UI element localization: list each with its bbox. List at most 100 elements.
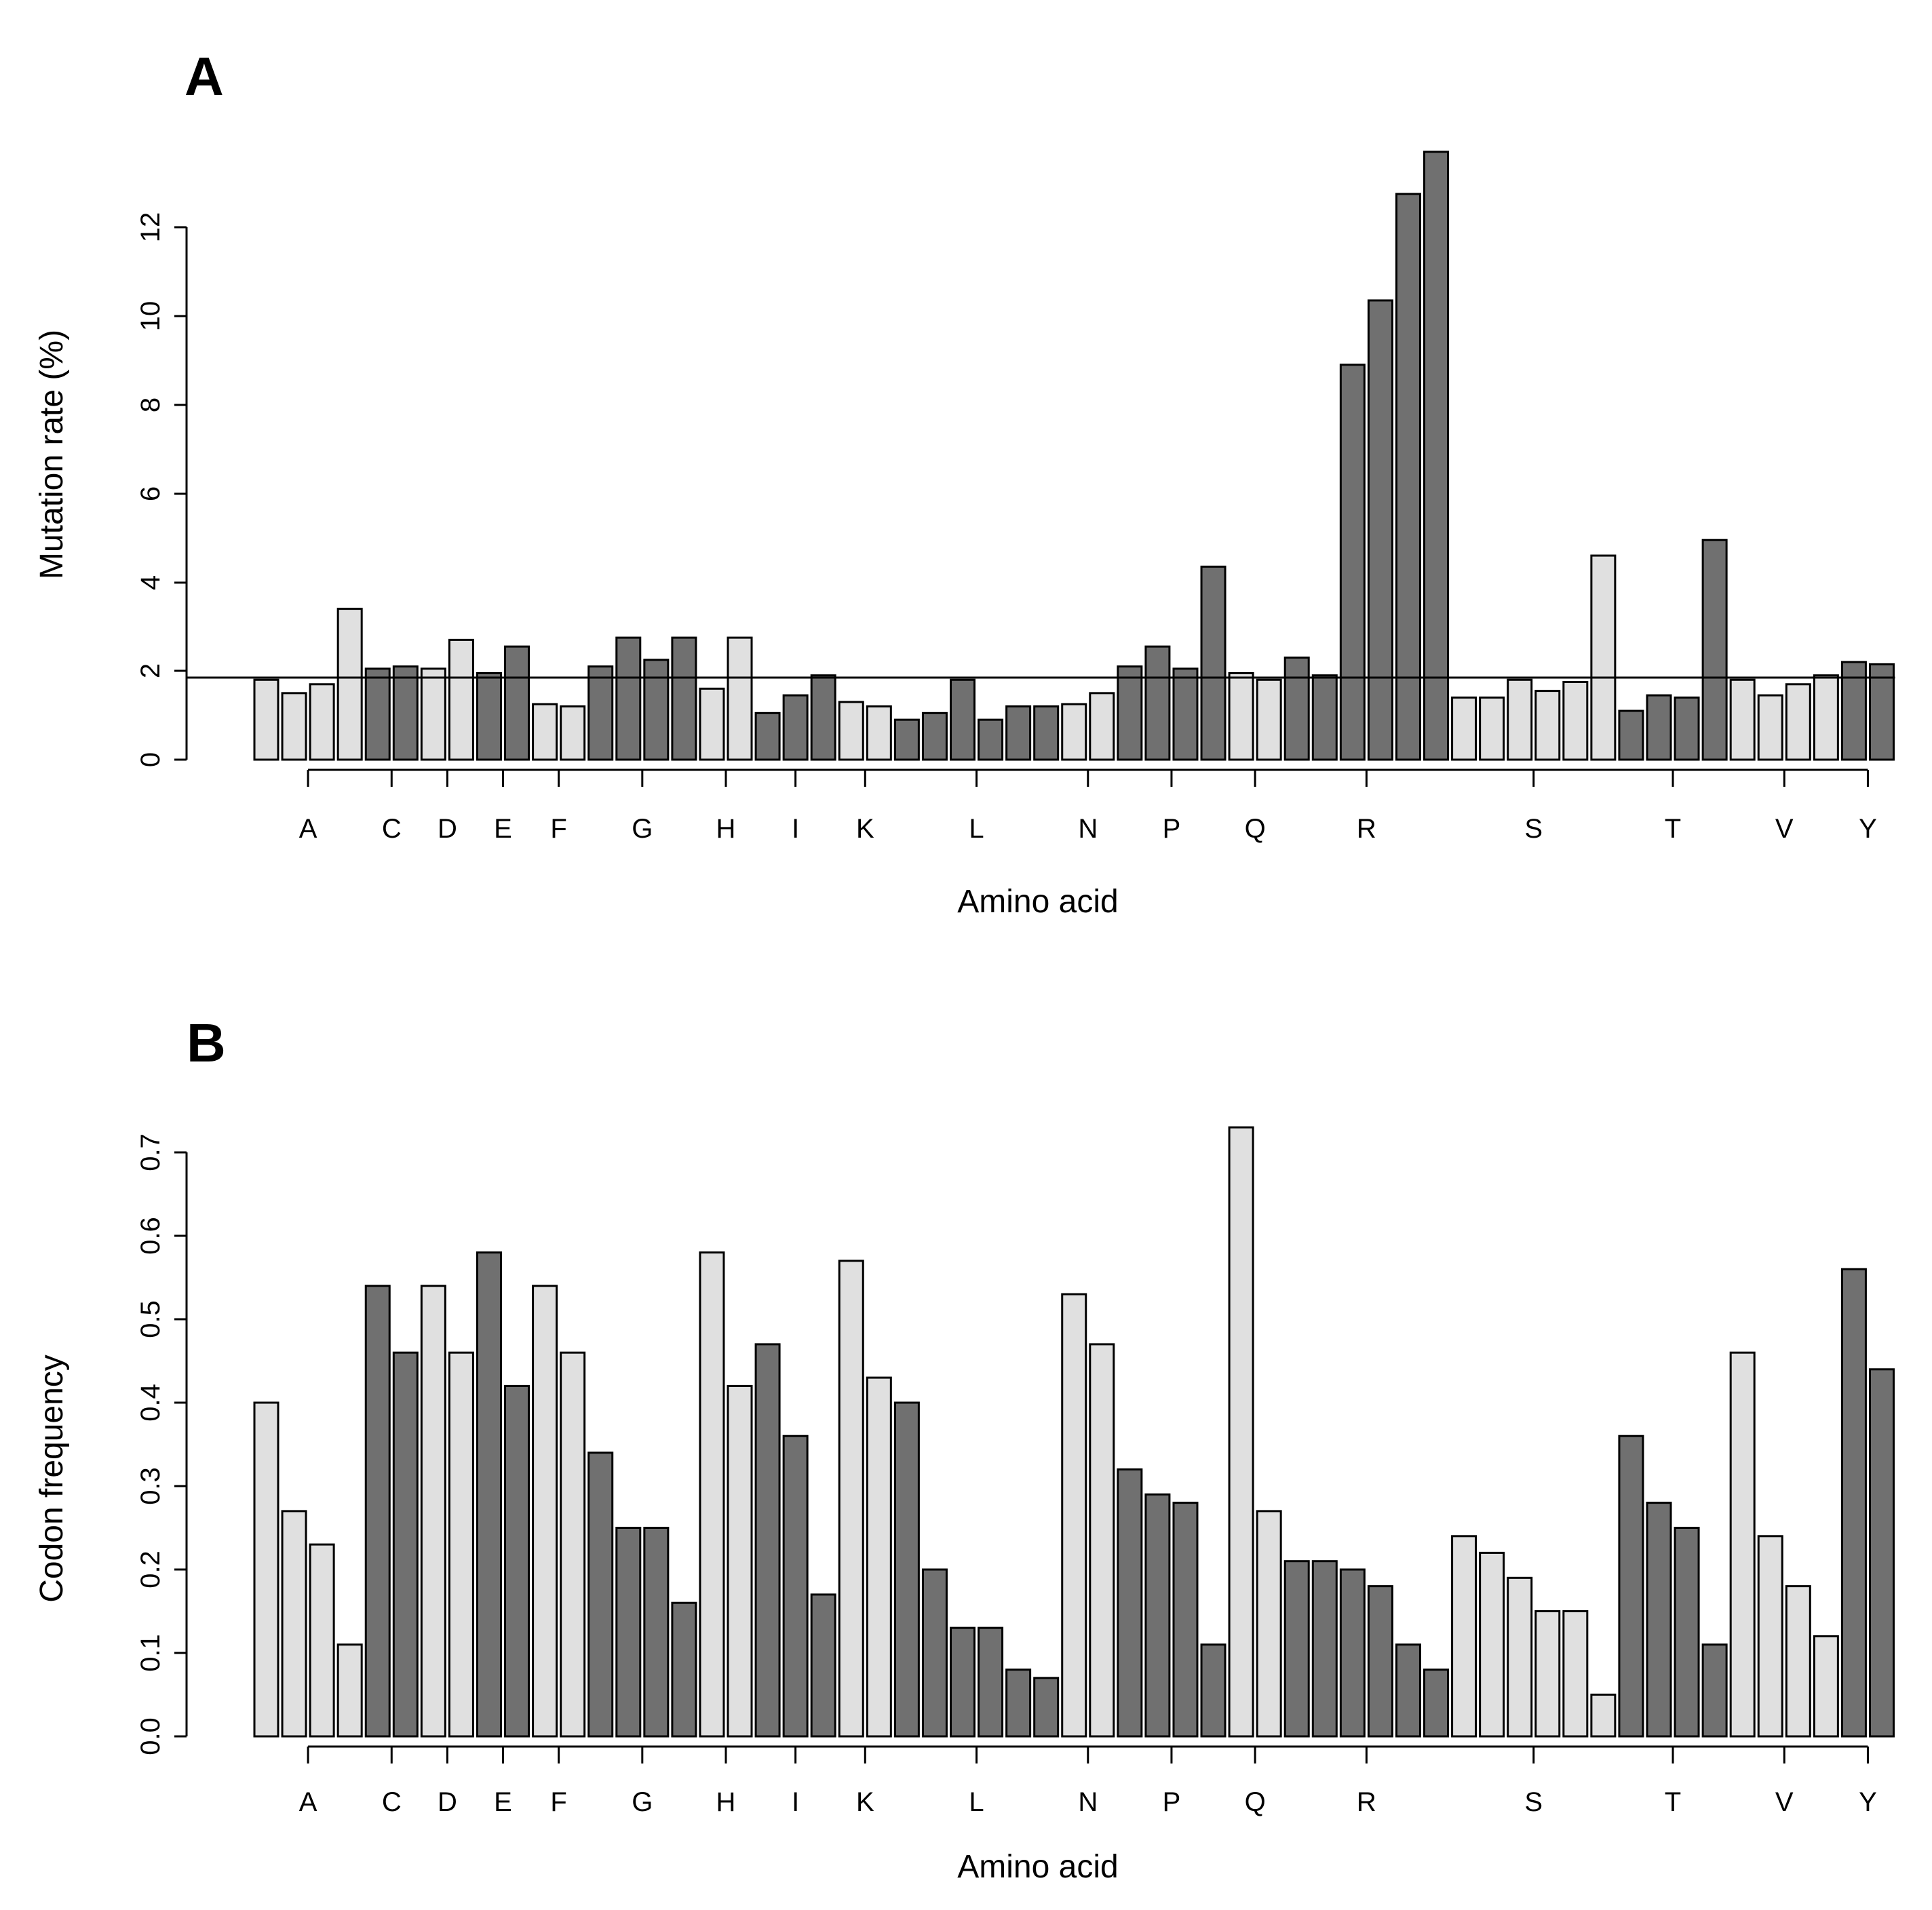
y-axis-title-b: Codon frequency	[34, 1354, 70, 1603]
x-tick-label: H	[716, 1787, 736, 1817]
bar	[1562, 1610, 1589, 1738]
bar	[921, 1568, 948, 1738]
bar	[253, 678, 279, 761]
bar	[978, 1626, 1004, 1738]
bar	[1423, 151, 1450, 761]
x-tick-label: Q	[1245, 814, 1266, 844]
x-tick-label: N	[1078, 814, 1098, 844]
bar	[810, 1593, 836, 1738]
bar	[1395, 193, 1421, 761]
y-tick-label: 0.2	[136, 1551, 166, 1589]
panel-label-b: B	[187, 1013, 226, 1073]
bar	[1367, 1585, 1393, 1738]
x-tick-label: I	[792, 814, 799, 844]
bar	[1618, 1435, 1644, 1738]
bar	[1144, 1493, 1171, 1738]
bar	[587, 665, 614, 761]
y-tick-label: 0.3	[136, 1467, 166, 1505]
panel-b: B Codon frequency Amino acid 0.00.10.20.…	[34, 1013, 1895, 1885]
x-tick-label: L	[969, 814, 984, 844]
bar	[782, 1435, 809, 1738]
y-tick-label: 2	[136, 663, 166, 678]
bar	[671, 636, 697, 761]
bar	[1117, 665, 1143, 761]
bar	[1228, 1126, 1254, 1738]
bar	[1256, 678, 1282, 761]
bars-a	[253, 151, 1895, 761]
x-tick-label: T	[1665, 1787, 1681, 1817]
bar	[1089, 692, 1115, 761]
x-tick-label: V	[1775, 1787, 1794, 1817]
x-tick-label: D	[438, 814, 457, 844]
bar	[587, 1451, 614, 1738]
y-tick-label: 0.7	[136, 1133, 166, 1171]
x-tick-label: I	[792, 1787, 799, 1817]
bar	[810, 674, 836, 761]
x-tick-label: K	[856, 814, 874, 844]
bar	[281, 1510, 307, 1738]
bar	[1339, 364, 1366, 761]
bar	[1646, 1502, 1672, 1738]
x-tick-label: A	[299, 814, 317, 844]
bar	[532, 703, 558, 761]
bar	[476, 1251, 502, 1738]
bar	[281, 692, 307, 761]
y-tick-label: 0.5	[136, 1300, 166, 1338]
bar	[1646, 694, 1672, 761]
bar	[1172, 667, 1199, 761]
bar	[1701, 539, 1728, 761]
bar	[1813, 1635, 1839, 1738]
y-tick-label: 4	[136, 575, 166, 590]
bar	[1785, 1585, 1811, 1738]
bar	[1339, 1568, 1366, 1738]
bar	[1701, 1643, 1728, 1738]
bar	[1507, 678, 1533, 761]
bar	[1061, 1293, 1087, 1738]
bar	[1479, 1551, 1505, 1738]
y-tick-label: 0.6	[136, 1217, 166, 1255]
bar	[1618, 709, 1644, 761]
bar	[532, 1285, 558, 1738]
x-tick-label: C	[382, 1787, 402, 1817]
bar	[643, 1527, 670, 1738]
bar	[1479, 696, 1505, 761]
bar	[782, 694, 809, 761]
bar	[615, 1527, 642, 1738]
x-axis-title-b: Amino acid	[957, 1849, 1118, 1885]
x-tick-label: E	[494, 814, 512, 844]
bar	[615, 636, 642, 761]
bar	[364, 667, 391, 761]
x-tick-label: R	[1357, 814, 1376, 844]
x-tick-label: K	[856, 1787, 874, 1817]
bar	[1534, 1610, 1561, 1738]
bar	[643, 659, 670, 761]
bar	[1674, 1527, 1700, 1738]
bar	[1200, 565, 1226, 761]
bar	[1228, 671, 1254, 761]
bars-b	[253, 1126, 1895, 1738]
bar	[1729, 678, 1756, 761]
panel-a: A Mutation rate (%) Amino acid 0 2 4 6 8 10 12…	[34, 46, 1895, 920]
bar	[1590, 554, 1617, 761]
x-tick-label: E	[494, 1787, 512, 1817]
bar	[1451, 1535, 1477, 1738]
bar	[1089, 1343, 1115, 1738]
bar	[1005, 1669, 1032, 1738]
y-tick-label: 6	[136, 486, 166, 501]
bar	[1729, 1351, 1756, 1738]
x-tick-label: G	[632, 1787, 653, 1817]
bar	[1283, 657, 1310, 761]
x-tick-label: R	[1357, 1787, 1376, 1817]
bar	[420, 667, 446, 761]
x-tick-label: D	[438, 1787, 457, 1817]
bar	[1562, 681, 1589, 761]
y-axis-a: 0 2 4 6 8 10 12	[136, 212, 188, 767]
x-tick-label: F	[550, 1787, 566, 1817]
bar	[309, 1543, 335, 1738]
bar	[392, 665, 419, 761]
bar	[1840, 1268, 1867, 1738]
y-tick-label: 0.4	[136, 1384, 166, 1422]
